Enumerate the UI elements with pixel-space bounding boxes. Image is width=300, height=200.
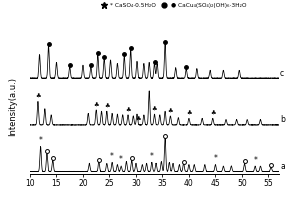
Text: ♣: ♣ (186, 112, 192, 117)
Text: ♣: ♣ (210, 111, 216, 116)
Text: ♣: ♣ (168, 109, 173, 114)
Text: ♣: ♣ (104, 105, 110, 110)
Text: b: b (280, 115, 285, 124)
Legend: * CaSO₄·0.5H₂O, ● CaCu₄(SO₄)₂(OH)₆·3H₂O: * CaSO₄·0.5H₂O, ● CaCu₄(SO₄)₂(OH)₆·3H₂O (98, 3, 246, 8)
Text: *: * (150, 152, 154, 161)
Text: a: a (280, 162, 285, 171)
Text: ♣: ♣ (93, 103, 99, 108)
Text: ♣: ♣ (152, 107, 157, 112)
Y-axis label: Intensity(a.u.): Intensity(a.u.) (8, 77, 17, 136)
Text: *: * (253, 156, 257, 165)
Text: ♣: ♣ (125, 108, 131, 113)
Text: *: * (119, 155, 123, 164)
Text: c: c (280, 69, 284, 78)
Text: *: * (39, 136, 43, 145)
Text: ♣: ♣ (136, 117, 141, 122)
Text: *: * (214, 154, 218, 163)
Text: *: * (110, 152, 114, 161)
Text: ♣: ♣ (35, 95, 41, 100)
